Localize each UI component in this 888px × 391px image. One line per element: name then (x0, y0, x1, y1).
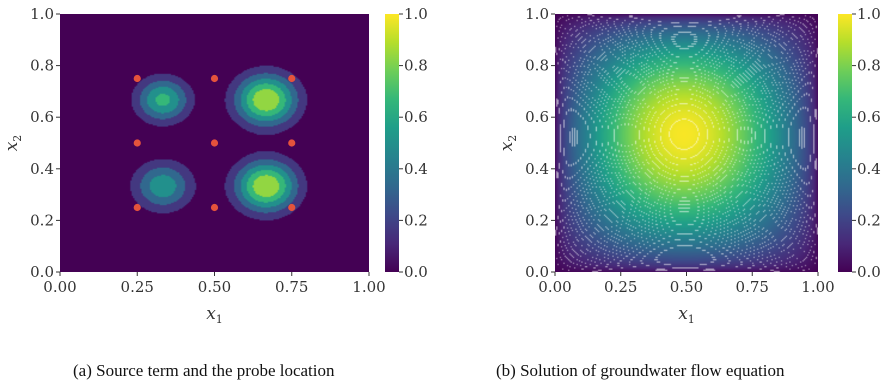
probe-point (288, 203, 296, 212)
panel-b: 0.00 0.25 0.50 0.75 1.00 0.0 0.2 0.4 0.6 0.8 1.0 x1… (497, 5, 881, 326)
b-ytick-label: 0.8 (525, 57, 549, 75)
a-xlabel: x1 (206, 304, 223, 326)
a-cbar-tick-label: 0.6 (404, 108, 428, 126)
b-cbar-tick-label: 1.0 (857, 5, 881, 23)
b-xtick-label: 0.75 (736, 278, 769, 296)
probe-locations (133, 74, 296, 212)
b-xlabel-sub: 1 (688, 313, 695, 326)
probe-point (133, 139, 141, 147)
a-ylabel: x2 (2, 135, 24, 152)
a-ylabel-sub: 2 (11, 135, 24, 142)
a-cbar-tick-label: 0.2 (404, 211, 428, 229)
b-ylabel-sub: 2 (506, 135, 519, 142)
a-ytick-label: 0.0 (30, 263, 54, 281)
a-ytick-label: 0.6 (30, 108, 54, 126)
axes-a: 0.00 0.25 0.50 0.75 1.00 0.0 0.2 0.4 0.6 0.8 1.0 x1… (2, 5, 386, 326)
a-cbar-tick-label: 1.0 (404, 5, 428, 23)
colorbar-a-ticks: 0.0 0.2 0.4 0.6 0.8 1.0 (399, 5, 428, 281)
probe-point (210, 74, 219, 83)
a-cbar-tick-label: 0.8 (404, 57, 428, 75)
a-cbar-tick-label: 0.4 (404, 160, 428, 178)
b-cbar-tick-label: 0.8 (857, 57, 881, 75)
probe-point (133, 74, 141, 83)
a-ytick-label: 0.2 (30, 211, 54, 229)
a-xtick-label: 1.00 (352, 278, 385, 296)
b-xtick-label: 0.50 (670, 278, 703, 296)
b-ylabel: x2 (497, 135, 519, 152)
b-cbar-tick-label: 0.2 (857, 211, 881, 229)
b-xtick-label: 0.25 (604, 278, 637, 296)
b-cbar-tick-label: 0.6 (857, 108, 881, 126)
a-ytick-label: 0.8 (30, 57, 54, 75)
a-xtick-label: 0.25 (121, 278, 154, 296)
a-xlabel-sub: 1 (216, 313, 223, 326)
probe-point (210, 203, 219, 212)
b-xtick-label: 1.00 (801, 278, 834, 296)
colorbar-b-ticks: 0.0 0.2 0.4 0.6 0.8 1.0 (852, 5, 881, 281)
a-xtick-label: 0.75 (275, 278, 308, 296)
groundwater-solution-heatmap (555, 14, 818, 272)
b-ytick-label: 0.0 (525, 263, 549, 281)
b-ytick-label: 0.6 (525, 108, 549, 126)
probe-point (288, 139, 296, 147)
b-ytick-label: 0.4 (525, 160, 549, 178)
b-xlabel: x1 (678, 304, 695, 326)
a-ytick-label: 0.4 (30, 160, 54, 178)
b-ytick-label: 1.0 (525, 5, 549, 23)
probe-point (288, 74, 296, 83)
caption-b: (b) Solution of groundwater flow equatio… (496, 361, 785, 380)
b-cbar-tick-label: 0.4 (857, 160, 881, 178)
a-cbar-tick-label: 0.0 (404, 263, 428, 281)
a-xtick-label: 0.00 (43, 278, 76, 296)
colorbar-a (385, 14, 399, 272)
probe-point (133, 203, 141, 212)
a-xtick-label: 0.50 (198, 278, 231, 296)
panel-a: 0.00 0.25 0.50 0.75 1.00 0.0 0.2 0.4 0.6 0.8 1.0 x1… (2, 5, 428, 326)
b-ytick-label: 0.2 (525, 211, 549, 229)
a-ytick-label: 1.0 (30, 5, 54, 23)
caption-a: (a) Source term and the probe location (73, 361, 335, 380)
b-xtick-label: 0.00 (538, 278, 571, 296)
colorbar-b (838, 14, 852, 272)
b-cbar-tick-label: 0.0 (857, 263, 881, 281)
probe-point (210, 139, 219, 147)
